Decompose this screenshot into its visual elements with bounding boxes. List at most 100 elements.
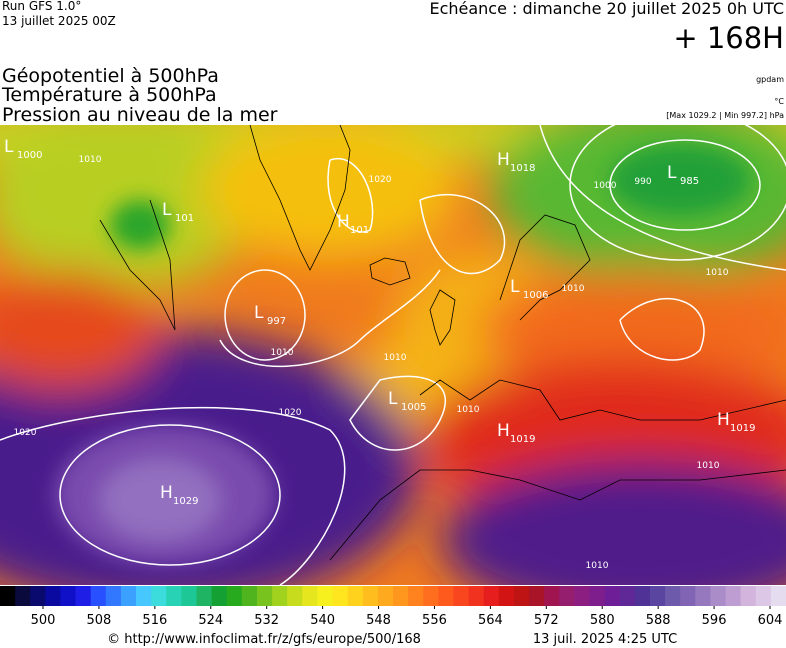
unit-label: °C bbox=[774, 97, 784, 106]
colorbar-swatch bbox=[498, 586, 515, 606]
isobar-label: 1010 bbox=[586, 561, 609, 571]
colorbar-swatch bbox=[317, 586, 334, 606]
colorbar-swatch bbox=[0, 586, 16, 606]
colorbar-swatch bbox=[90, 586, 107, 606]
pressure-center-value: 1018 bbox=[510, 163, 535, 174]
coastlines bbox=[99, 125, 786, 561]
colorbar-swatch bbox=[256, 586, 273, 606]
forecast-horizon: + 168H bbox=[673, 21, 784, 55]
isobar-label: 1010 bbox=[271, 348, 294, 358]
valid-time: Echéance : dimanche 20 juillet 2025 0h U… bbox=[429, 0, 784, 18]
colorbar-swatch bbox=[151, 586, 167, 606]
colorbar-swatch bbox=[60, 586, 77, 606]
colorbar-swatch bbox=[468, 586, 485, 606]
pressure-center-type: H bbox=[717, 410, 730, 430]
colorbar-tick-label: 604 bbox=[758, 613, 783, 628]
colorbar-swatch bbox=[529, 586, 545, 606]
pressure-center-value: 1029 bbox=[173, 496, 198, 507]
colorbar-swatch bbox=[680, 586, 696, 606]
colorbar-swatch bbox=[75, 586, 92, 606]
title-line: Température à 500hPa bbox=[1, 84, 217, 106]
generation-date: 13 juil. 2025 4:25 UTC bbox=[533, 632, 677, 647]
colorbar-tick-label: 556 bbox=[422, 613, 447, 628]
colorbar-swatch bbox=[377, 586, 394, 606]
pressure-center-value: 101 bbox=[175, 213, 194, 224]
colorbar-swatch bbox=[347, 586, 364, 606]
colorbar-swatch bbox=[725, 586, 742, 606]
colorbar-swatch bbox=[740, 586, 757, 606]
pressure-center-type: L bbox=[162, 200, 172, 220]
pressure-center-value: 1000 bbox=[17, 150, 42, 161]
pressure-center-value: 1006 bbox=[523, 290, 548, 301]
title-line: Pression au niveau de la mer bbox=[2, 104, 278, 126]
isobar-label: 1020 bbox=[369, 175, 392, 185]
pressure-center-value: 1019 bbox=[510, 434, 535, 445]
colorbar-swatch bbox=[393, 586, 409, 606]
run-date: 13 juillet 2025 00Z bbox=[2, 14, 116, 28]
colorbar-swatch bbox=[272, 586, 288, 606]
colorbar-tick-label: 524 bbox=[198, 613, 223, 628]
pressure-center-type: H bbox=[160, 483, 173, 503]
isobar-label: 1010 bbox=[706, 268, 729, 278]
colorbar-swatch bbox=[120, 586, 137, 606]
colorbar-swatch bbox=[619, 586, 636, 606]
colorbar-swatch bbox=[483, 586, 500, 606]
colorbar-swatch bbox=[634, 586, 651, 606]
pressure-center-type: L bbox=[388, 389, 398, 409]
colorbar-swatch bbox=[196, 586, 213, 606]
colorbar-tick-label: 532 bbox=[254, 613, 279, 628]
isobar-label: 1010 bbox=[697, 461, 720, 471]
pressure-center-type: H bbox=[497, 421, 510, 441]
unit-label: [Max 1029.2 | Min 997.2] hPa bbox=[666, 111, 784, 120]
colorbar-swatch bbox=[166, 586, 182, 606]
colorbar-tick-label: 596 bbox=[702, 613, 727, 628]
colorbar-swatch bbox=[302, 586, 318, 606]
colorbar-tick-label: 548 bbox=[366, 613, 391, 628]
colorbar-swatch bbox=[15, 586, 31, 606]
isobar-label: 1000 bbox=[594, 181, 617, 191]
colorbar-swatch bbox=[181, 586, 197, 606]
colorbar-swatch bbox=[332, 586, 349, 606]
colorbar-swatch bbox=[453, 586, 470, 606]
pressure-center-value: 985 bbox=[680, 176, 699, 187]
pressure-center-value: 1019 bbox=[730, 423, 755, 434]
colorbar-swatch bbox=[287, 586, 303, 606]
isobar-label: 1010 bbox=[384, 353, 407, 363]
unit-label: gpdam bbox=[756, 75, 784, 84]
colorbar-swatch bbox=[30, 586, 46, 606]
colorbar-swatch bbox=[438, 586, 454, 606]
colorbar-swatch bbox=[755, 586, 772, 606]
source-url: © http://www.infoclimat.fr/z/gfs/europe/… bbox=[107, 632, 421, 647]
colorbar-tick-label: 540 bbox=[310, 613, 335, 628]
colorbar-swatch bbox=[408, 586, 424, 606]
run-label: Run GFS 1.0° bbox=[2, 0, 81, 13]
colorbar-tick-label: 516 bbox=[142, 613, 167, 628]
colorbar-swatch bbox=[589, 586, 606, 606]
colorbar: 500 508 516 524 532 540 548 556 564 572 580 588 596 6… bbox=[0, 586, 786, 628]
isobar-label: 1010 bbox=[457, 405, 480, 415]
isobar-label: 1010 bbox=[562, 284, 585, 294]
isobar-label: 990 bbox=[634, 177, 651, 187]
colorbar-swatch bbox=[544, 586, 560, 606]
colorbar-swatch bbox=[513, 586, 530, 606]
colorbar-swatch bbox=[136, 586, 152, 606]
colorbar-swatch bbox=[362, 586, 379, 606]
colorbar-tick-label: 572 bbox=[534, 613, 559, 628]
colorbar-swatch bbox=[695, 586, 711, 606]
pressure-center-type: L bbox=[254, 303, 264, 323]
colorbar-swatch bbox=[649, 586, 666, 606]
colorbar-tick-label: 564 bbox=[478, 613, 503, 628]
map bbox=[0, 125, 786, 585]
colorbar-swatch bbox=[105, 586, 122, 606]
pressure-center-type: L bbox=[667, 163, 677, 183]
colorbar-swatch bbox=[559, 586, 575, 606]
title-line: Géopotentiel à 500hPa bbox=[2, 65, 219, 87]
pressure-center-value: 101 bbox=[350, 225, 369, 236]
colorbar-swatch bbox=[770, 586, 786, 606]
colorbar-swatch bbox=[241, 586, 258, 606]
isobar-label: 1010 bbox=[79, 155, 102, 165]
pressure-center-type: H bbox=[497, 150, 510, 170]
isobar-label: 1020 bbox=[279, 408, 302, 418]
